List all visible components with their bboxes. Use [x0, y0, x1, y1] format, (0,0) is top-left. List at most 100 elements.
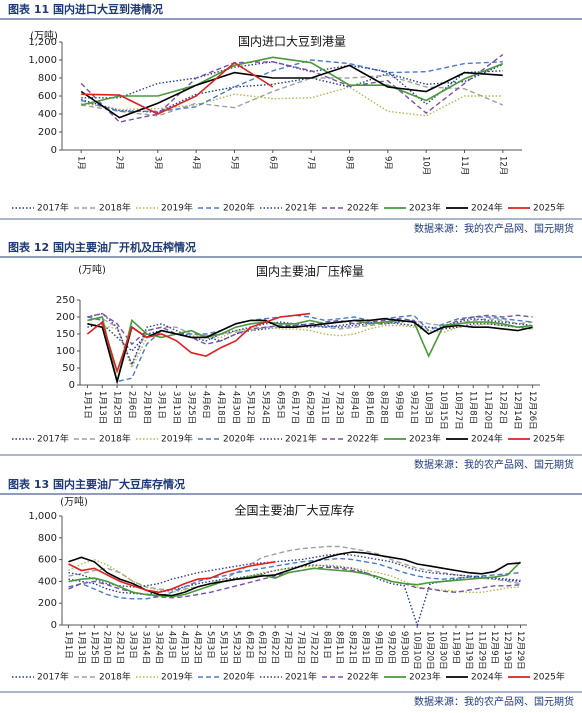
- y-axis-unit: (万吨): [78, 263, 106, 276]
- legend-label: 2021年: [285, 671, 317, 683]
- x-tick-label: 12月19日: [502, 631, 512, 670]
- x-tick-label: 3月14日: [140, 631, 150, 664]
- x-tick-label: 9月: [382, 156, 392, 170]
- y-axis-unit: (万吨): [30, 29, 58, 42]
- legend-label: 2019年: [161, 433, 193, 445]
- x-tick-label: 1月25日: [112, 391, 122, 424]
- y-tick-label: 250: [56, 295, 75, 306]
- legend-label: 2024年: [471, 433, 503, 445]
- y-tick-label: 800: [38, 73, 57, 84]
- series-line: [81, 74, 504, 117]
- x-tick-label: 6月5日: [275, 391, 285, 419]
- x-tick-label: 12月: [497, 156, 507, 175]
- x-tick-label: 4月6日: [201, 391, 211, 419]
- x-tick-label: 4月13日: [179, 631, 189, 664]
- figure-caption: 图表 11 国内进口大豆到港情况: [8, 2, 163, 16]
- x-tick-label: 8月31日: [360, 631, 370, 664]
- y-tick-label: 200: [38, 598, 57, 609]
- x-tick-label: 10月15日: [438, 391, 448, 430]
- x-tick-label: 10月20日: [425, 631, 435, 670]
- x-tick-label: 3月24日: [153, 631, 163, 664]
- legend-label: 2017年: [37, 671, 69, 683]
- x-tick-label: 6月: [267, 156, 277, 170]
- series-line: [68, 561, 522, 598]
- series-line: [68, 553, 521, 588]
- x-tick-label: 6月12日: [257, 631, 267, 664]
- x-tick-label: 9月10日: [373, 631, 383, 664]
- x-tick-label: 8月4日: [349, 391, 359, 419]
- x-tick-label: 4月: [191, 156, 201, 170]
- legend-label: 2024年: [471, 671, 503, 683]
- legend-label: 2025年: [533, 202, 565, 214]
- x-tick-label: 10月: [421, 156, 431, 175]
- y-tick-label: 1,000: [28, 55, 57, 66]
- x-tick-label: 12月2日: [497, 391, 507, 424]
- x-tick-label: 5月: [229, 156, 239, 170]
- x-tick-label: 8月: [344, 156, 354, 170]
- x-tick-label: 5月3日: [205, 631, 215, 659]
- legend-label: 2018年: [99, 433, 131, 445]
- x-tick-label: 11月29日: [476, 631, 486, 670]
- x-tick-label: 12月26日: [527, 391, 537, 430]
- y-tick-label: 600: [38, 91, 57, 102]
- legend-label: 2023年: [409, 202, 441, 214]
- x-tick-label: 11月8日: [468, 391, 478, 424]
- series-line: [87, 317, 533, 385]
- x-tick-label: 9月30日: [399, 631, 409, 664]
- series-line: [81, 61, 503, 106]
- series-line: [80, 54, 504, 123]
- y-tick-label: 400: [38, 109, 57, 120]
- x-tick-label: 6月22日: [270, 631, 280, 664]
- y-tick-label: 0: [51, 145, 57, 156]
- x-tick-label: 6月29日: [305, 391, 315, 424]
- x-tick-label: 10月3日: [423, 391, 433, 424]
- x-tick-label: 6月17日: [290, 391, 300, 424]
- x-tick-label: 12月29日: [515, 631, 525, 670]
- x-tick-label: 8月11日: [334, 631, 344, 664]
- x-tick-label: 3月13日: [171, 391, 181, 424]
- x-tick-label: 3月1日: [156, 391, 166, 419]
- x-tick-label: 5月13日: [218, 631, 228, 664]
- y-tick-label: 200: [56, 312, 75, 323]
- legend-label: 2024年: [471, 202, 503, 214]
- x-tick-label: 2月18日: [141, 391, 151, 424]
- x-tick-label: 5月23日: [231, 631, 241, 664]
- x-tick-label: 8月16日: [364, 391, 374, 424]
- x-tick-label: 12月14日: [512, 391, 522, 430]
- y-tick-label: 0: [69, 380, 75, 391]
- y-axis-unit: (万吨): [60, 495, 88, 508]
- x-tick-label: 2月: [114, 156, 124, 170]
- x-tick-label: 3月25日: [186, 391, 196, 424]
- legend-label: 2019年: [161, 202, 193, 214]
- x-tick-label: 7月: [306, 156, 316, 170]
- legend-label: 2021年: [285, 433, 317, 445]
- x-tick-label: 3月3日: [128, 631, 138, 659]
- x-tick-label: 5月12日: [245, 391, 255, 424]
- series-line: [87, 312, 533, 367]
- legend-label: 2018年: [99, 202, 131, 214]
- legend-label: 2020年: [223, 671, 255, 683]
- x-tick-label: 10月10日: [412, 631, 422, 670]
- x-tick-label: 12月9日: [489, 631, 499, 664]
- x-tick-label: 11月20日: [483, 391, 493, 430]
- chart-title: 国内进口大豆到港量: [238, 35, 346, 49]
- x-tick-label: 2月6日: [126, 391, 136, 419]
- x-tick-label: 11月9日: [450, 631, 460, 664]
- y-tick-label: 150: [56, 329, 75, 340]
- x-tick-label: 9月21日: [408, 391, 418, 424]
- y-tick-label: 400: [38, 576, 57, 587]
- x-tick-label: 8月21日: [347, 631, 357, 664]
- x-tick-label: 1月13日: [76, 631, 86, 664]
- x-tick-label: 1月25日: [89, 631, 99, 664]
- x-tick-label: 10月27日: [453, 391, 463, 430]
- x-tick-label: 6月2日: [244, 631, 254, 659]
- legend-label: 2017年: [37, 433, 69, 445]
- series-line: [87, 312, 533, 346]
- x-tick-label: 1月1日: [82, 391, 92, 419]
- y-tick-label: 50: [62, 363, 75, 374]
- y-tick-label: 0: [51, 620, 57, 631]
- legend-label: 2022年: [347, 433, 379, 445]
- series-line: [68, 561, 276, 594]
- figure-caption: 图表 13 国内主要油厂大豆库存情况: [8, 477, 185, 491]
